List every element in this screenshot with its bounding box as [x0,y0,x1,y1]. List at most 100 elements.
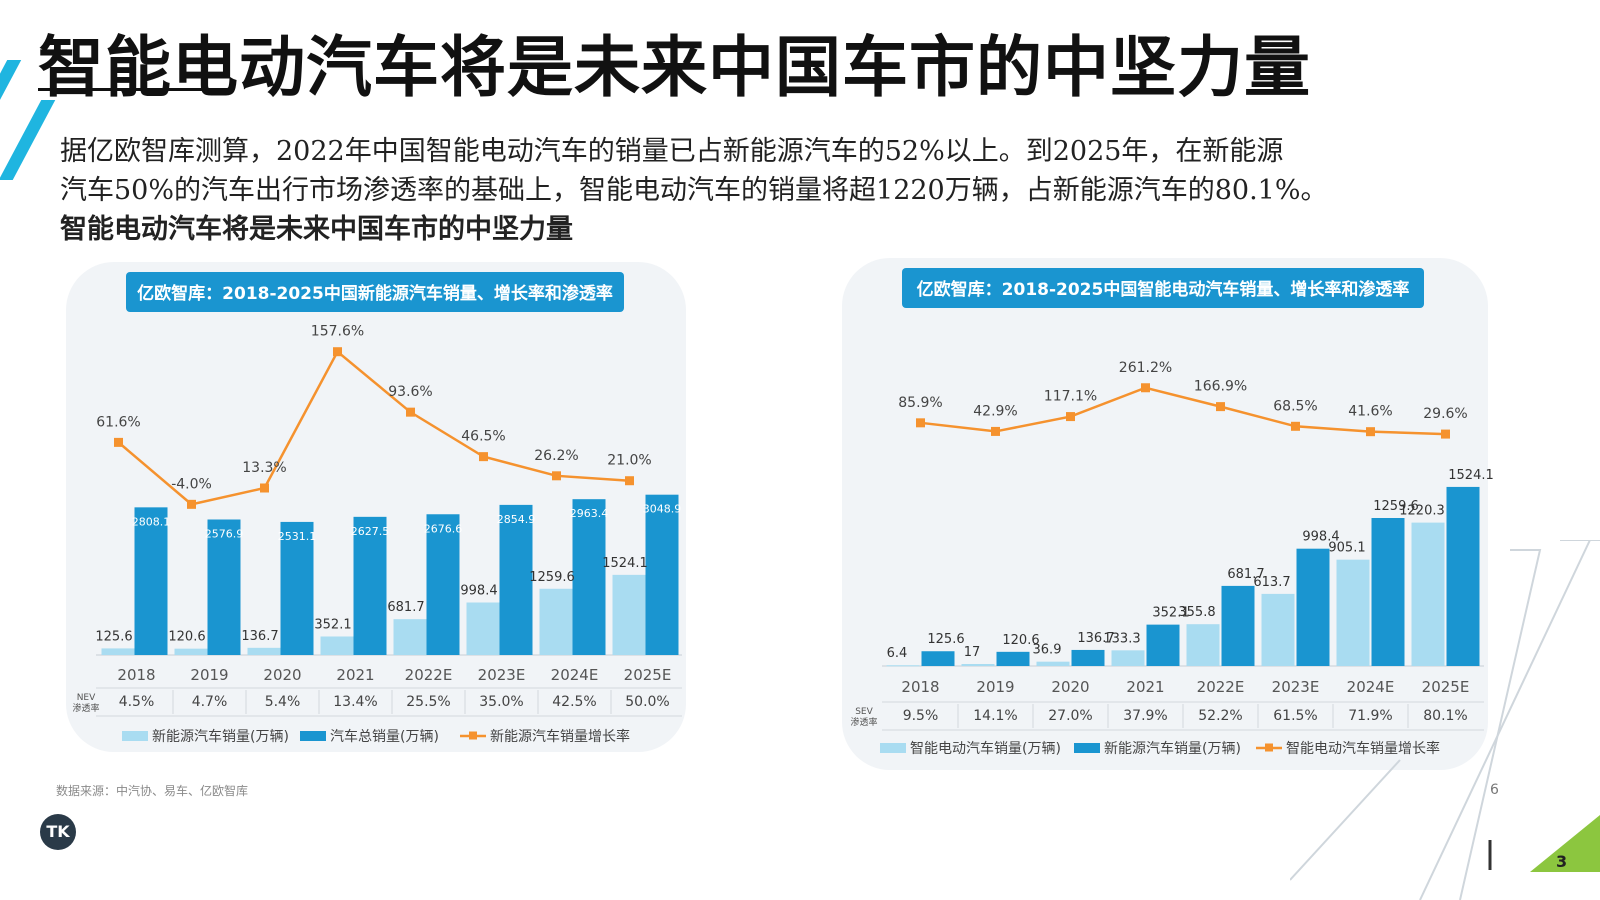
chart2-label-dark-6: 1259.6 [1373,499,1419,514]
chart2-label-dark-5: 998.4 [1302,530,1339,545]
side-number: 6 [1490,782,1499,798]
chart2-label-light-4: 355.8 [1178,605,1215,620]
chart1-category-5: 2023E [478,666,526,684]
chart2-pen-label-b: 渗透率 [850,716,877,728]
chart2-penetration-1: 14.1% [973,708,1017,724]
chart2-growth-point-4 [1216,402,1225,412]
chart1-legend-label-2: 新能源汽车销量增长率 [490,728,630,745]
chart1-penetration-4: 25.5% [406,694,450,710]
chart1-growth-label-3: 157.6% [311,324,364,340]
chart2-bar-light-2 [1036,661,1070,666]
deco-line-4 [1290,759,1401,881]
chart2-title: 亿欧智库：2018-2025中国智能电动汽车销量、增长率和渗透率 [917,279,1410,300]
chart1-growth-label-2: 13.3% [242,460,286,476]
deco-line-1 [1459,549,1542,900]
chart1-bar-dark-7 [645,494,679,655]
chart2-label-light-5: 613.7 [1253,575,1290,590]
chart1-title-banner [126,272,624,312]
chart1-label-light-6: 1259.6 [529,570,575,585]
chart2-growth-label-2: 117.1% [1044,389,1097,405]
chart2-bar-light-1 [961,664,995,666]
chart1-label-light-0: 125.6 [95,629,132,644]
chart1-penetration-6: 42.5% [552,694,596,710]
chart1-growth-point-5 [479,452,488,462]
chart2-penetration-0: 9.5% [903,708,939,724]
chart2-label-dark-0: 125.6 [927,632,964,647]
chart1-label-dark-7: 3048.9 [643,503,682,516]
body-line-2: 汽车50%的汽车出行市场渗透率的基础上，智能电动汽车的销量将超1220万辆，占新… [60,175,1328,206]
chart2-bar-dark-5 [1296,548,1330,666]
chart1-growth-point-1 [187,499,196,509]
chart1-label-light-7: 1524.1 [602,556,648,571]
chart1-bar-light-2 [247,647,281,655]
chart2-growth-point-2 [1066,412,1075,422]
chart1-legend-label-0: 新能源汽车销量(万辆) [152,728,289,745]
chart1-label-dark-3: 2627.5 [351,525,390,538]
chart1-label-dark-4: 2676.6 [424,522,463,535]
chart2-penetration-5: 61.5% [1273,708,1317,724]
deco-green-triangle [1530,815,1600,872]
chart1-bar-light-0 [101,648,135,655]
chart1-legend-label-1: 汽车总销量(万辆) [330,728,439,745]
chart2-legend-swatch-1 [1074,743,1100,753]
chart1-growth-label-5: 46.5% [461,429,505,445]
chart2-category-4: 2022E [1197,678,1245,696]
chart1-penetration-3: 13.4% [333,694,377,710]
source-note: 数据来源：中汽协、易车、亿欧智库 [56,784,249,798]
chart2-label-light-1: 17 [964,645,981,660]
chart1-category-3: 2021 [336,666,374,684]
chart2-label-light-6: 905.1 [1328,541,1365,556]
chart2-growth-point-0 [916,418,925,428]
chart2-pen-label-a: SEV [855,707,873,717]
body-line-1: 据亿欧智库测算，2022年中国智能电动汽车的销量已占新能源汽车的52%以上。到2… [60,136,1284,167]
chart1-category-7: 2025E [624,666,672,684]
chart2-title-banner [902,268,1424,308]
chart1-bar-dark-3 [353,516,387,655]
chart2-growth-label-4: 166.9% [1194,379,1247,395]
chart1-legend-marker [469,731,477,740]
chart2-category-3: 2021 [1126,678,1164,696]
chart1-label-light-1: 120.6 [168,630,205,645]
chart1-label-light-3: 352.1 [314,617,351,632]
chart2-label-light-0: 6.4 [887,646,908,661]
chart2-penetration-3: 37.9% [1123,708,1167,724]
chart2-growth-label-0: 85.9% [898,395,942,411]
chart1-label-light-2: 136.7 [241,629,278,644]
chart2-growth-label-6: 41.6% [1348,404,1392,420]
chart2-growth-label-3: 261.2% [1119,360,1172,376]
chart2-bar-light-0 [886,665,920,667]
chart1-category-6: 2024E [551,666,599,684]
chart2-growth-line [920,386,1446,436]
chart2-category-7: 2025E [1422,678,1470,696]
chart2-bar-light-3 [1111,650,1145,666]
chart1-label-dark-6: 2963.4 [570,507,609,520]
deco-line-3 [1419,540,1591,900]
chart1-growth-point-7 [625,476,634,486]
chart1-label-dark-0: 2808.1 [132,515,171,528]
chart1-label-light-4: 681.7 [387,600,424,615]
chart2-bar-dark-3 [1146,624,1180,666]
chart2-bar-dark-2 [1071,649,1105,666]
chart2-bar-light-5 [1261,593,1295,666]
chart2-label-light-2: 36.9 [1033,643,1062,658]
chart1-growth-label-6: 26.2% [534,448,578,464]
chart2-label-dark-2: 136.7 [1077,631,1114,646]
chart1-legend-swatch-1 [300,731,326,741]
chart1-bar-light-6 [539,588,573,655]
chart2-bar-dark-0 [921,651,955,666]
chart1-label-dark-1: 2576.9 [205,528,244,541]
chart2-growth-point-5 [1291,421,1300,431]
company-logo: TK [40,814,76,850]
slide-body: 据亿欧智库测算，2022年中国智能电动汽车的销量已占新能源汽车的52%以上。到2… [60,132,1580,249]
chart2-bar-dark-4 [1221,585,1255,666]
chart1-label-dark-5: 2854.9 [497,513,536,526]
chart1-penetration-2: 5.4% [265,694,301,710]
chart2-legend-label-1: 新能源汽车销量(万辆) [1104,740,1241,757]
chart1-bar-dark-6 [572,499,606,655]
chart1-bar-light-1 [174,648,208,655]
chart2-penetration-4: 52.2% [1198,708,1242,724]
chart1-growth-point-2 [260,483,269,493]
chart2-category-1: 2019 [976,678,1014,696]
chart2-bar-dark-7 [1446,486,1480,666]
chart1-penetration-5: 35.0% [479,694,523,710]
